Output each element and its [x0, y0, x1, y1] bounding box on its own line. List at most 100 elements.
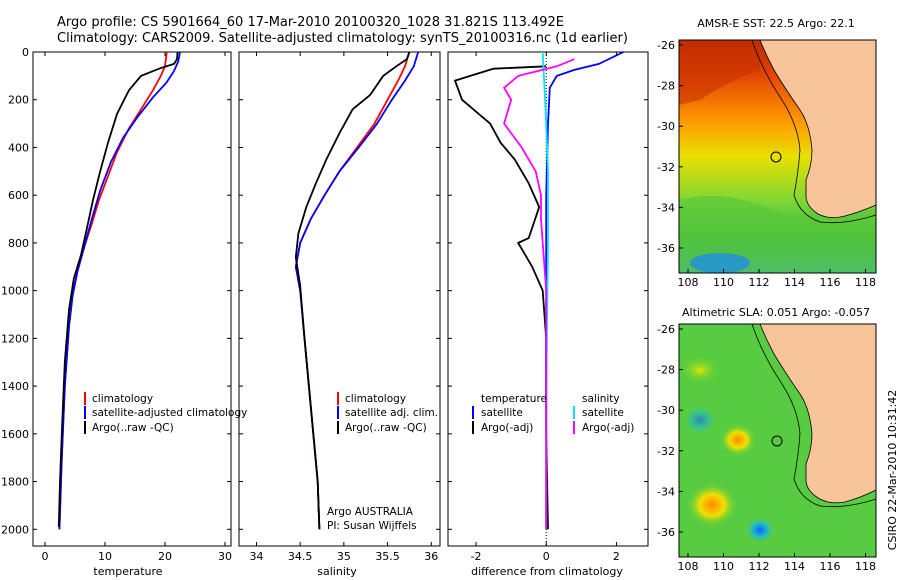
difference-axes [447, 51, 649, 547]
x-tick-label: 2 [613, 550, 620, 563]
y-tick-label: 1400 [1, 380, 29, 393]
y-tick-label: 400 [8, 141, 29, 154]
map-y-tick-label: -36 [657, 242, 675, 255]
sst-frame [678, 39, 877, 274]
y-tick-label: 800 [8, 237, 29, 250]
map-y-tick-label: -34 [657, 201, 675, 214]
legend-satellite: satellite adj. clim. [345, 407, 438, 419]
map-x-tick-label: 112 [749, 560, 770, 573]
difference-legend: temperature satellite Argo(-adj) salinit… [472, 393, 634, 434]
sla-map [678, 323, 877, 558]
map-x-tick-label: 116 [820, 276, 841, 289]
x-tick-label: 35.5 [375, 550, 400, 563]
legend-satellite: satellite-adjusted climatology [92, 407, 247, 419]
sla-frame [678, 323, 877, 558]
temperature-axes [32, 51, 232, 547]
sst-map-title: AMSR-E SST: 22.5 Argo: 22.1 [697, 17, 855, 30]
sst-map [678, 39, 877, 274]
header-line1: Argo profile: CS 5901664_60 17-Mar-2010 … [57, 15, 564, 30]
map-y-tick-label: -30 [657, 404, 675, 417]
sst-warm-patch [679, 40, 760, 105]
sla-high-anomaly [687, 483, 737, 527]
map-y-tick-label: -28 [657, 80, 675, 93]
series-line [294, 51, 420, 530]
map-x-tick-label: 118 [855, 276, 876, 289]
temperature-xlabel: temperature [93, 565, 162, 578]
x-tick-label: 35 [337, 550, 351, 563]
isobath-line [751, 323, 877, 508]
series-line [502, 58, 575, 530]
sst-cold-patch [690, 253, 750, 273]
map-x-tick-label: 110 [713, 560, 734, 573]
x-tick-label: 0 [42, 550, 49, 563]
salinity-axes [238, 51, 441, 547]
float-pi: PI: Susan Wijffels [327, 520, 417, 532]
australia-land [759, 39, 877, 218]
x-tick-label: 20 [158, 550, 172, 563]
sla-low-anomaly [682, 404, 718, 436]
legend-satellite-s: satellite [582, 407, 624, 419]
argo-location-marker [770, 151, 782, 163]
x-tick-labels: 0 10 20 30 34 34.5 35 35.5 36 -2 0 2 [33, 51, 648, 563]
legend-climatology: climatology [92, 393, 153, 405]
temperature-legend: climatology satellite-adjusted climatolo… [84, 392, 247, 434]
x-tick-label: 34.5 [288, 550, 313, 563]
x-tick-label: 0 [543, 550, 550, 563]
legend-salinity-heading: salinity [582, 393, 620, 405]
australia-land [759, 323, 877, 504]
series-line [294, 51, 411, 530]
map-x-tick-label: 110 [713, 276, 734, 289]
map-y-tick-label: -26 [657, 323, 675, 336]
legend-argo: Argo(..raw -QC) [345, 422, 427, 434]
y-tick-label: 600 [8, 189, 29, 202]
legend-argo: Argo(..raw -QC) [92, 422, 174, 434]
y-tick-label: 1000 [1, 285, 29, 298]
map-y-tick-label: -30 [657, 120, 675, 133]
series-line [58, 51, 181, 530]
map-x-tick-label: 114 [784, 560, 805, 573]
sla-low-anomaly [744, 516, 776, 544]
salinity-xlabel: salinity [317, 565, 357, 578]
map-y-tick-label: -36 [657, 526, 675, 539]
float-owner: Argo AUSTRALIA [327, 506, 414, 518]
x-tick-label: 34 [249, 550, 263, 563]
sla-high-anomaly [720, 424, 756, 456]
map-y-tick-label: -28 [657, 364, 675, 377]
credit-stamp: CSIRO 22-Mar-2010 10:31:42 [886, 390, 899, 551]
x-tick-label: 30 [218, 550, 232, 563]
map-x-tick-label: 116 [820, 560, 841, 573]
x-tick-label: -2 [471, 550, 482, 563]
map-x-tick-label: 108 [678, 276, 699, 289]
x-tick-label: 36 [424, 550, 438, 563]
map-x-tick-label: 114 [784, 276, 805, 289]
salinity-legend: climatology satellite adj. clim. Argo(..… [327, 392, 438, 532]
y-tick-label: 2000 [1, 523, 29, 536]
map-y-tick-label: -26 [657, 39, 675, 52]
legend-satellite-t: satellite [481, 407, 523, 419]
map-y-tick-label: -32 [657, 161, 675, 174]
y-tick-label: 1600 [1, 428, 29, 441]
isobath-line [751, 39, 877, 224]
map-x-tick-label: 112 [749, 276, 770, 289]
header-line2: Climatology: CARS2009. Satellite-adjuste… [57, 31, 628, 46]
x-tick-label: 10 [98, 550, 112, 563]
y-tick-label: 1800 [1, 476, 29, 489]
sla-anomaly [680, 356, 720, 384]
legend-temperature-heading: temperature [481, 393, 547, 405]
depth-tick-labels: 0 200 400 600 800 1000 1200 1400 1600 1800 2000 [1, 46, 29, 536]
legend-argo-s: Argo(-adj) [582, 422, 634, 434]
y-tick-label: 0 [22, 46, 29, 59]
argo-location-marker [771, 435, 783, 447]
sla-map-title: Altimetric SLA: 0.051 Argo: -0.057 [682, 306, 870, 319]
series-line [294, 51, 411, 530]
difference-plot [453, 51, 624, 546]
salinity-plot [294, 51, 420, 530]
legend-climatology: climatology [345, 393, 406, 405]
map-x-tick-label: 108 [678, 560, 699, 573]
series-line [57, 51, 179, 527]
map-y-tick-label: -34 [657, 485, 675, 498]
y-tick-label: 1200 [1, 332, 29, 345]
temperature-plot [57, 51, 181, 530]
map-x-tick-label: 118 [855, 560, 876, 573]
